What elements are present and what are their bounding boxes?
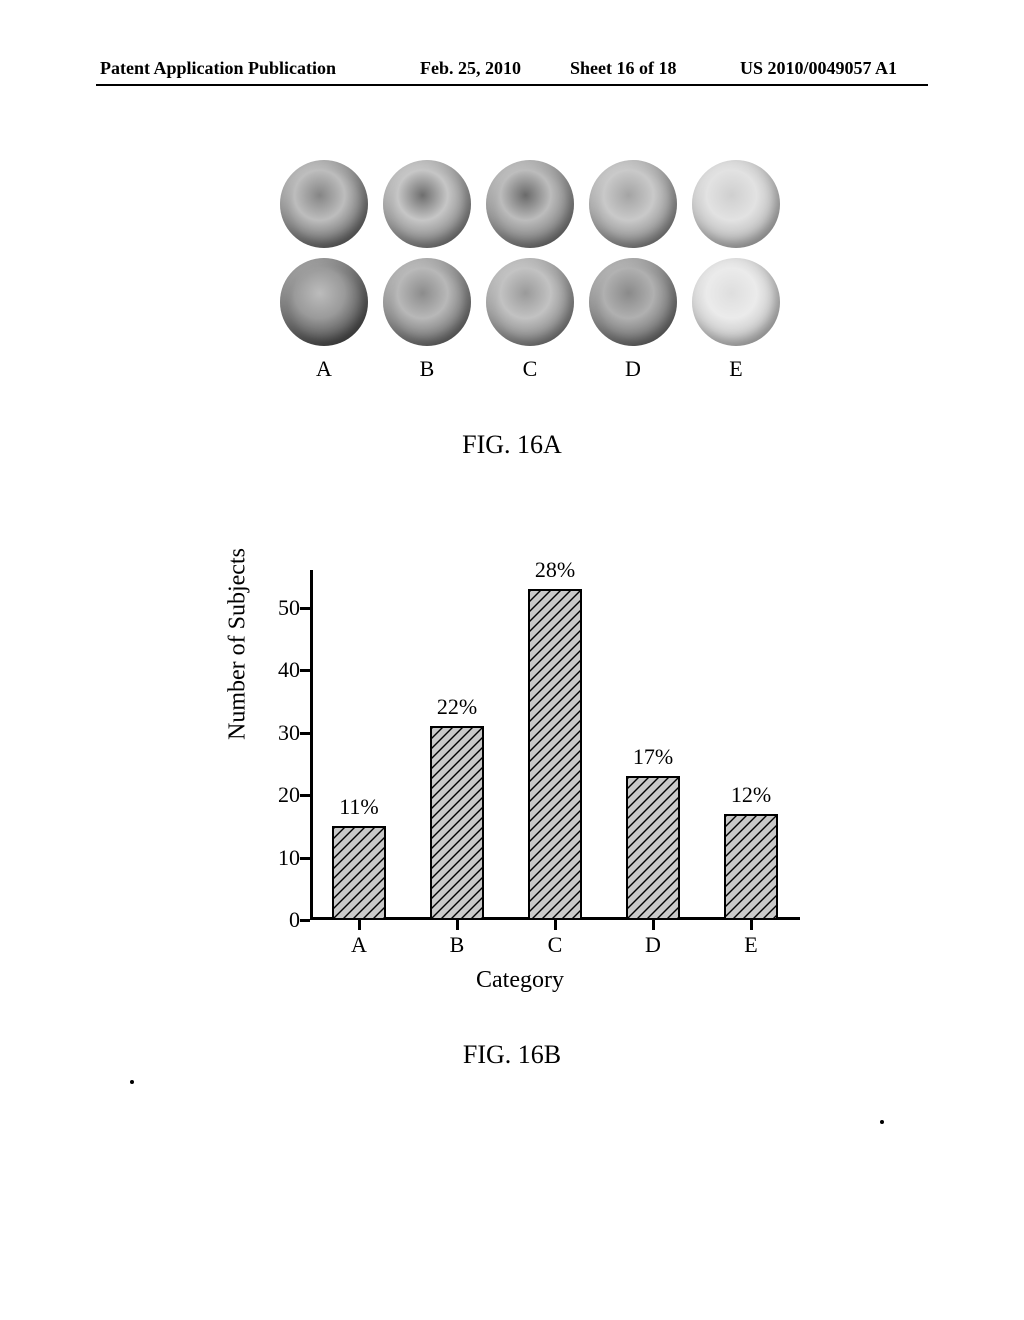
x-tick-label: D [645,932,661,958]
column-label: A [280,356,368,382]
header-rule [96,84,928,86]
sample-circle [280,258,368,346]
chart-plot-area: 0102030405011%A22%B28%C17%D12%E [310,570,800,920]
column-label: C [486,356,574,382]
figure-16a-caption: FIG. 16A [0,430,1024,460]
x-axis-label: Category [220,967,820,994]
bar-value-label: 11% [339,794,379,820]
sample-circle [589,258,677,346]
bar [430,726,484,920]
figure-16a-column-labels: ABCDE [280,356,780,382]
y-tick [300,732,310,735]
header-publication: Patent Application Publication [100,58,336,79]
column-label: B [383,356,471,382]
x-tick-label: E [744,932,757,958]
bar [528,589,582,920]
x-tick [456,920,459,930]
sample-circle [280,160,368,248]
x-tick-label: C [548,932,563,958]
y-tick [300,669,310,672]
header-sheet: Sheet 16 of 18 [570,58,677,79]
figure-16b: Number of Subjects 0102030405011%A22%B28… [220,560,820,990]
circle-row-1 [280,160,780,248]
sample-circle [692,160,780,248]
x-tick [554,920,557,930]
bar-value-label: 28% [535,557,575,583]
y-axis-label: Number of Subjects [225,548,252,740]
y-tick-label: 0 [260,907,300,933]
y-axis [310,570,313,920]
y-tick-label: 30 [260,720,300,746]
sample-circle [692,258,780,346]
scan-artifact [130,1080,134,1084]
sample-circle [383,160,471,248]
bar-value-label: 12% [731,782,771,808]
header-date: Feb. 25, 2010 [420,58,521,79]
y-tick-label: 50 [260,595,300,621]
y-tick [300,919,310,922]
y-tick-label: 40 [260,657,300,683]
y-tick [300,794,310,797]
column-label: D [589,356,677,382]
sample-circle [383,258,471,346]
bar-value-label: 22% [437,694,477,720]
column-label: E [692,356,780,382]
y-tick [300,857,310,860]
bar [724,814,778,920]
figure-16a: ABCDE [280,160,780,382]
sample-circle [486,160,574,248]
sample-circle [589,160,677,248]
y-tick-label: 10 [260,845,300,871]
bar [332,826,386,920]
x-tick [358,920,361,930]
bar-value-label: 17% [633,744,673,770]
scan-artifact [880,1120,884,1124]
bar [626,776,680,920]
y-tick-label: 20 [260,782,300,808]
header-pubno: US 2010/0049057 A1 [740,58,897,79]
circle-row-2 [280,258,780,346]
x-tick-label: B [450,932,465,958]
x-tick [750,920,753,930]
x-tick [652,920,655,930]
x-tick-label: A [351,932,367,958]
y-tick [300,607,310,610]
figure-16b-caption: FIG. 16B [0,1040,1024,1070]
sample-circle [486,258,574,346]
